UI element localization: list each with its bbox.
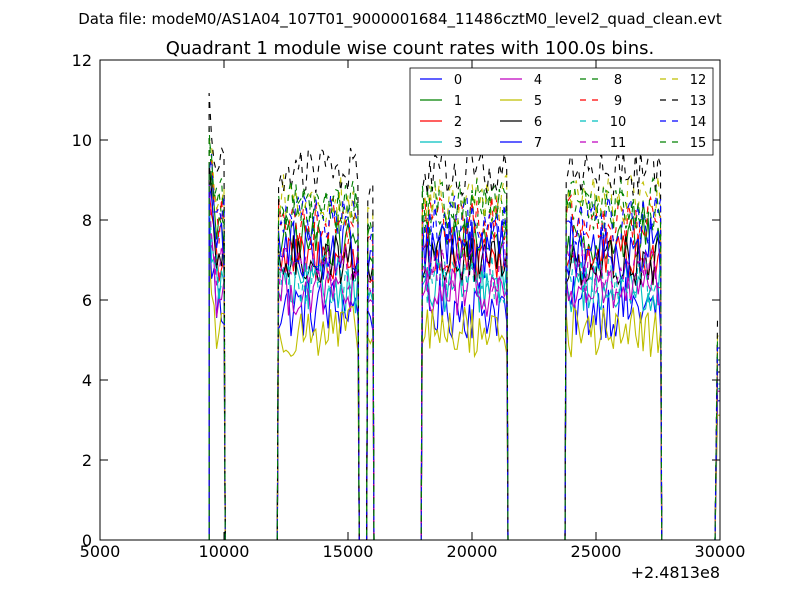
- legend-label-2: 2: [454, 115, 462, 130]
- series-line-8: [208, 127, 720, 540]
- x-tick-label: 30000: [695, 542, 746, 561]
- legend-label-3: 3: [454, 136, 462, 151]
- legend-label-10: 10: [610, 115, 627, 130]
- y-tick-label: 8: [82, 211, 92, 230]
- x-tick-label: 25000: [571, 542, 622, 561]
- legend-label-13: 13: [690, 94, 707, 109]
- legend-label-8: 8: [614, 73, 622, 88]
- legend-box: [409, 67, 714, 156]
- y-tick-label: 2: [82, 451, 92, 470]
- legend-label-7: 7: [534, 136, 542, 151]
- y-tick-label: 6: [82, 291, 92, 310]
- series-line-7: [208, 184, 720, 540]
- series-line-0: [208, 222, 720, 540]
- series-line-11: [208, 176, 720, 540]
- x-tick-label: 10000: [199, 542, 250, 561]
- legend-label-4: 4: [534, 73, 542, 88]
- y-tick-label: 10: [72, 131, 92, 150]
- legend-label-15: 15: [690, 136, 707, 151]
- y-tick-label: 0: [82, 531, 92, 550]
- x-tick-label: 15000: [323, 542, 374, 561]
- x-offset-label: +2.4813e8: [631, 563, 720, 582]
- series-line-14: [208, 153, 720, 540]
- chart-title: Quadrant 1 module wise count rates with …: [166, 38, 655, 59]
- legend-label-12: 12: [690, 73, 707, 88]
- y-tick-label: 12: [72, 51, 92, 70]
- series-line-5: [208, 254, 720, 540]
- series-line-15: [208, 137, 720, 540]
- legend-label-11: 11: [610, 136, 627, 151]
- legend-label-5: 5: [534, 94, 542, 109]
- series-layer: [208, 92, 720, 540]
- figure-suptitle: Data file: modeM0/AS1A04_107T01_90000016…: [78, 10, 722, 29]
- x-tick-label: 5000: [80, 542, 121, 561]
- series-line-1: [208, 175, 720, 540]
- legend-label-0: 0: [454, 73, 462, 88]
- series-line-10: [208, 207, 720, 540]
- series-line-13: [208, 92, 720, 540]
- legend-label-14: 14: [690, 115, 707, 130]
- legend-label-9: 9: [614, 94, 622, 109]
- legend-label-6: 6: [534, 115, 542, 130]
- series-line-12: [208, 140, 720, 540]
- x-tick-label: 20000: [447, 542, 498, 561]
- legend-label-1: 1: [454, 94, 462, 109]
- y-tick-label: 4: [82, 371, 92, 390]
